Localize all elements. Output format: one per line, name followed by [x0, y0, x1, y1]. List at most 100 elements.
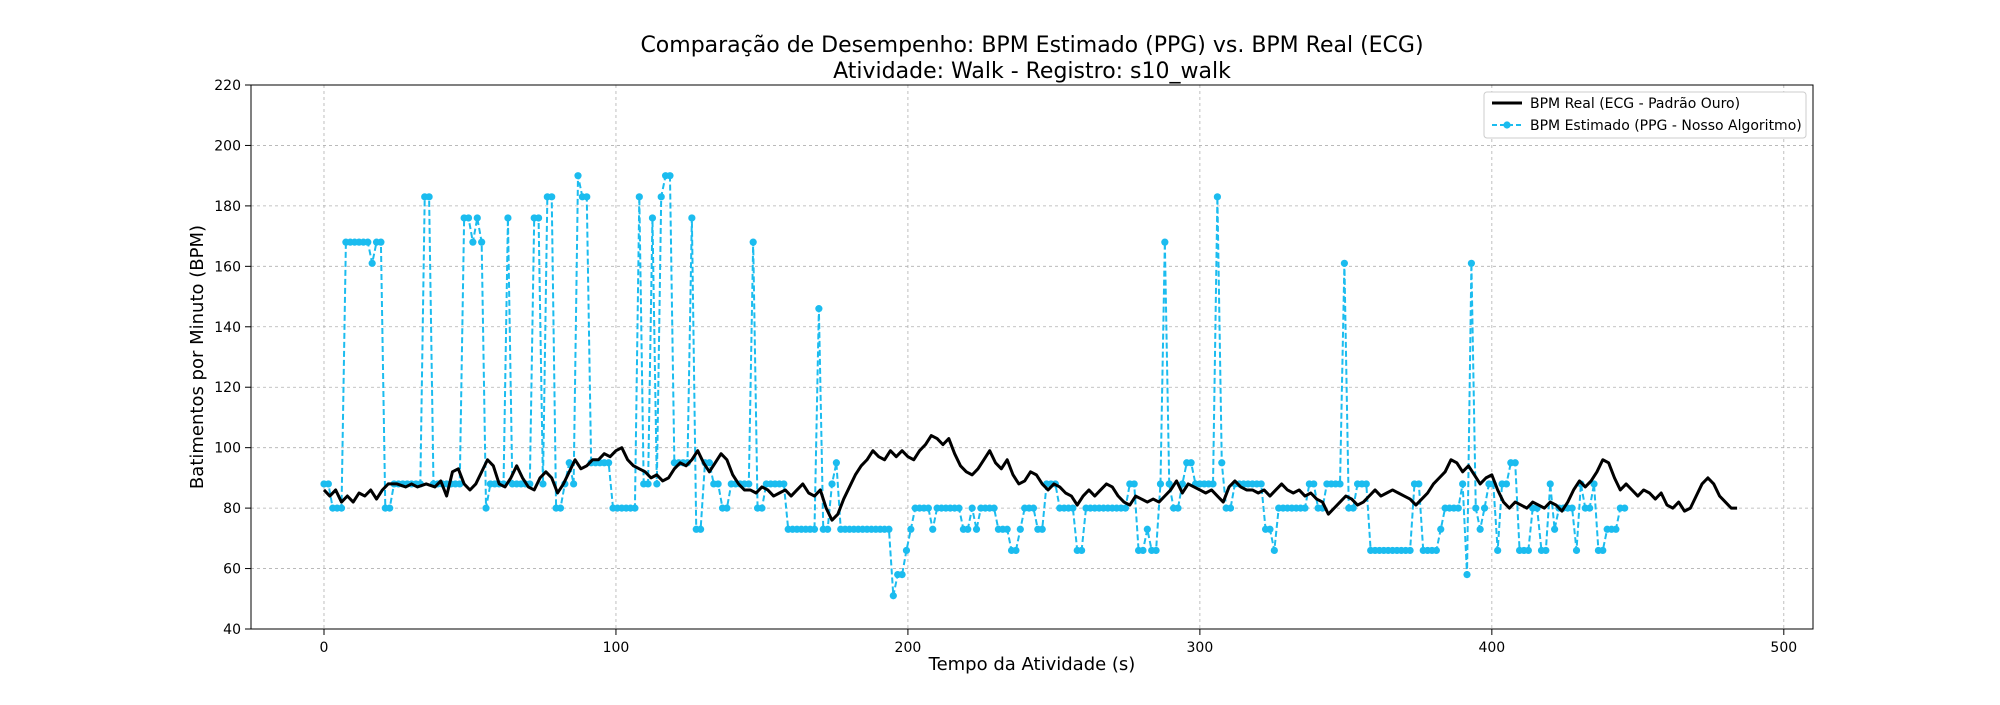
estimated-point: [1213, 193, 1221, 201]
legend-box: [1483, 91, 1807, 139]
estimated-point: [1621, 504, 1629, 512]
estimated-point: [1310, 480, 1318, 488]
x-tick-label: 400: [1478, 640, 1505, 656]
y-tick-label: 100: [214, 441, 241, 457]
estimated-point: [1340, 259, 1348, 267]
estimated-point: [688, 214, 696, 222]
estimated-point: [1546, 480, 1554, 488]
estimated-point: [478, 238, 486, 246]
estimated-point: [1454, 504, 1462, 512]
estimated-point: [1165, 480, 1173, 488]
estimated-point: [758, 504, 766, 512]
estimated-point: [605, 459, 613, 467]
estimated-point: [1139, 546, 1147, 555]
series-layer: [320, 172, 1738, 600]
estimated-point: [1270, 546, 1278, 555]
estimated-point: [885, 525, 893, 533]
estimated-point: [828, 480, 836, 488]
y-tick-label: 120: [214, 380, 241, 396]
estimated-point: [924, 504, 932, 512]
y-tick-label: 80: [223, 501, 241, 517]
estimated-point: [815, 305, 823, 313]
estimated-point: [714, 480, 722, 488]
estimated-point: [1029, 504, 1038, 512]
estimated-point: [574, 172, 582, 180]
estimated-point: [990, 504, 998, 512]
estimated-point: [1406, 546, 1414, 555]
estimated-point: [1016, 525, 1024, 533]
estimated-point: [657, 193, 665, 201]
estimated-point: [1174, 504, 1182, 512]
estimated-point: [666, 172, 674, 180]
estimated-point: [824, 525, 832, 533]
estimated-point: [1152, 546, 1160, 555]
y-tick-label: 220: [214, 78, 241, 94]
legend: BPM Real (ECG - Padrão Ouro) BPM Estimad…: [1483, 91, 1807, 139]
axis-ticks: 0 100 200 300 400 500 40 60 80 100 120 140 160 180 200…: [214, 78, 1797, 656]
estimated-point: [469, 238, 477, 246]
estimated-point: [1612, 525, 1620, 533]
estimated-point: [368, 259, 376, 267]
x-tick-label: 300: [1187, 640, 1214, 656]
y-tick-label: 40: [223, 622, 241, 638]
estimated-point: [1480, 504, 1489, 512]
estimated-point: [1301, 504, 1309, 512]
estimated-point: [1266, 525, 1274, 533]
estimated-point: [1590, 480, 1598, 488]
estimated-point: [1502, 480, 1511, 488]
estimated-point: [780, 480, 788, 488]
chart-subtitle: Atividade: Walk - Registro: s10_walk: [833, 59, 1231, 84]
estimated-point: [968, 504, 976, 512]
estimated-point: [464, 214, 473, 222]
estimated-point: [1432, 546, 1440, 555]
legend-marker-estimated: [1503, 121, 1511, 129]
y-tick-label: 160: [214, 259, 241, 275]
estimated-point: [473, 214, 481, 222]
estimated-point: [1459, 480, 1467, 488]
estimated-point: [902, 546, 911, 555]
estimated-point: [1121, 504, 1130, 512]
estimated-point: [364, 238, 372, 246]
estimated-point: [1467, 259, 1475, 267]
estimated-point: [1161, 238, 1169, 246]
estimated-point: [972, 525, 981, 533]
series-real-line: [322, 434, 1738, 522]
x-tick-label: 0: [320, 640, 329, 656]
estimated-point: [1038, 525, 1046, 533]
estimated-point: [1568, 504, 1576, 512]
x-axis-label: Tempo da Atividade (s): [928, 654, 1136, 675]
estimated-point: [929, 525, 937, 533]
estimated-point: [1178, 480, 1186, 488]
estimated-point: [534, 214, 543, 222]
estimated-point: [504, 214, 512, 222]
estimated-point: [425, 193, 433, 201]
estimated-point: [1494, 546, 1502, 555]
estimated-point: [723, 504, 731, 512]
estimated-point: [1572, 546, 1581, 555]
estimated-point: [1226, 504, 1235, 512]
estimated-point: [570, 480, 578, 488]
estimated-point: [1542, 546, 1550, 555]
estimated-point: [548, 193, 556, 201]
estimated-point: [1012, 546, 1020, 555]
x-tick-label: 500: [1770, 640, 1797, 656]
estimated-point: [1463, 571, 1471, 579]
estimated-point: [482, 504, 490, 512]
plot-frame: [250, 84, 1814, 630]
estimated-point: [1336, 480, 1344, 488]
estimated-point: [697, 525, 705, 533]
estimated-point: [556, 504, 565, 512]
y-tick-label: 180: [214, 199, 241, 215]
estimated-point: [565, 459, 573, 467]
estimated-point: [377, 238, 385, 246]
estimated-point: [1415, 480, 1423, 488]
legend-label-real: BPM Real (ECG - Padrão Ouro): [1530, 96, 1740, 112]
estimated-point: [898, 571, 906, 579]
estimated-point: [456, 480, 464, 488]
estimated-point: [1130, 480, 1138, 488]
estimated-point: [337, 504, 346, 512]
estimated-point: [324, 480, 332, 488]
estimated-point: [889, 592, 897, 600]
estimated-point: [705, 459, 713, 467]
